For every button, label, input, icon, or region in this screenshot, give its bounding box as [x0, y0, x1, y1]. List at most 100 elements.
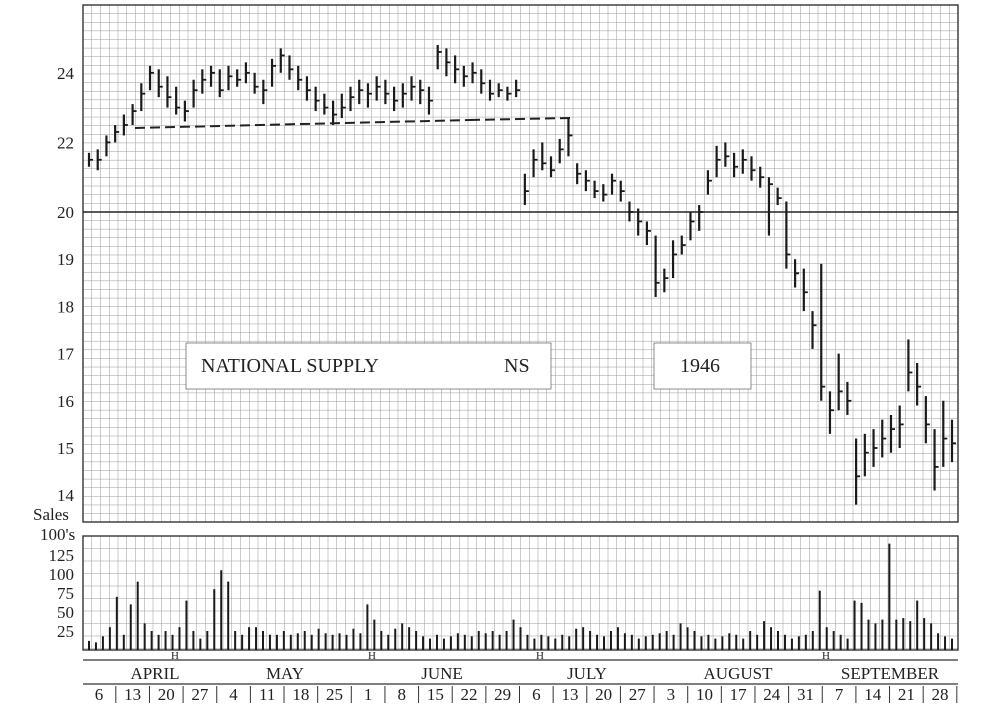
price-bar	[898, 405, 904, 448]
price-bar	[785, 201, 791, 269]
price-bar	[532, 149, 538, 178]
price-bar	[270, 58, 277, 87]
price-bar	[236, 69, 242, 87]
price-bar	[828, 391, 834, 434]
week-label: 1	[364, 685, 373, 704]
price-bar	[846, 381, 852, 415]
week-label: 31	[797, 685, 814, 704]
price-bar	[515, 79, 521, 98]
week-label: 24	[763, 685, 781, 704]
month-label: SEPTEMBER	[841, 664, 940, 683]
price-tick-label: 24	[57, 64, 75, 83]
support-trendline	[469, 117, 571, 121]
price-bar	[401, 83, 407, 108]
price-bar	[942, 400, 948, 467]
price-bar	[175, 86, 181, 115]
price-bar	[497, 83, 503, 98]
price-bar	[654, 235, 660, 297]
price-bar	[811, 311, 817, 349]
chart-year: 1946	[680, 355, 720, 377]
month-divider-mark: H	[536, 650, 544, 662]
price-bar	[872, 429, 878, 467]
month-label: AUGUST	[704, 664, 774, 683]
sales-unit-label: 100's	[40, 525, 75, 544]
week-label: 29	[494, 685, 511, 704]
price-bar	[567, 118, 573, 157]
price-bar	[820, 263, 826, 401]
price-bar	[855, 438, 861, 505]
price-bar	[140, 83, 146, 112]
volume-tick-label: 125	[49, 546, 75, 565]
price-bar	[602, 184, 608, 202]
price-bar	[410, 76, 416, 101]
price-bar	[863, 433, 869, 477]
price-bar	[645, 221, 651, 246]
price-bar	[148, 65, 155, 91]
week-label: 7	[835, 685, 844, 704]
title-box: NATIONAL SUPPLY NS 1946	[185, 342, 752, 390]
price-bar	[584, 170, 590, 192]
price-bar	[776, 187, 782, 206]
price-bar	[671, 240, 678, 279]
price-bar	[680, 235, 686, 255]
price-bar	[349, 86, 355, 112]
month-label: APRIL	[130, 664, 179, 683]
price-bar	[741, 149, 747, 174]
volume-tick-label: 100	[49, 565, 75, 584]
price-bar	[724, 142, 730, 167]
price-bar	[576, 163, 582, 185]
price-bar	[288, 55, 294, 80]
price-bar	[340, 93, 346, 119]
price-bar	[209, 65, 216, 87]
week-label: 25	[326, 685, 343, 704]
week-label: 14	[864, 685, 882, 704]
price-bar	[663, 268, 669, 293]
ticker-symbol: NS	[504, 355, 530, 377]
price-bar	[558, 138, 564, 164]
price-bar	[262, 79, 268, 105]
price-bar	[462, 65, 468, 87]
month-label: JULY	[567, 664, 607, 683]
week-label: 10	[696, 685, 713, 704]
volume-tick-label: 75	[57, 584, 74, 603]
week-label: 8	[398, 685, 407, 704]
price-bar	[593, 180, 599, 199]
price-bar	[706, 170, 712, 195]
price-bar	[793, 259, 800, 288]
price-bar	[445, 48, 451, 77]
week-label: 13	[124, 685, 141, 704]
price-bar	[314, 86, 320, 112]
month-divider-mark: H	[368, 650, 376, 662]
price-bar	[122, 114, 128, 136]
volume-bars	[88, 543, 953, 650]
price-bar	[698, 205, 704, 231]
price-bar	[619, 180, 625, 202]
price-tick-label: 16	[57, 392, 74, 411]
price-tick-label: 14	[57, 486, 75, 505]
price-bar	[114, 125, 120, 143]
price-bar	[323, 93, 329, 115]
week-label: 15	[427, 685, 444, 704]
price-bar	[454, 55, 460, 84]
price-bar	[637, 208, 643, 236]
price-bar	[366, 83, 372, 108]
month-label: MAY	[266, 664, 304, 683]
price-bars	[87, 44, 956, 505]
week-label: 18	[292, 685, 309, 704]
price-bar	[218, 69, 224, 98]
price-tick-label: 18	[57, 297, 74, 316]
price-bar	[384, 79, 390, 105]
price-tick-label: 15	[57, 439, 74, 458]
price-bar	[358, 79, 364, 105]
week-label: 21	[898, 685, 915, 704]
price-bar	[549, 156, 556, 178]
week-label: 27	[191, 685, 209, 704]
month-label: JUNE	[421, 664, 463, 683]
price-bar	[244, 62, 250, 84]
week-label: 13	[561, 685, 578, 704]
price-bar	[628, 201, 634, 222]
volume-tick-label: 25	[57, 622, 74, 641]
